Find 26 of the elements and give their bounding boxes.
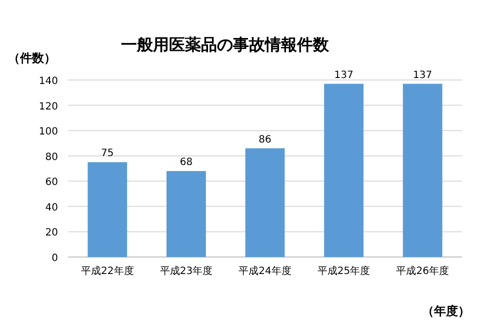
x-tick-label: 平成23年度	[160, 265, 213, 277]
x-tick-label: 平成24年度	[238, 265, 292, 277]
y-tick-label: 100	[38, 126, 58, 138]
y-tick-label: 60	[45, 177, 58, 188]
data-label: 86	[258, 134, 272, 146]
x-tick-label: 平成26年度	[396, 265, 449, 277]
data-label: 68	[180, 157, 193, 168]
y-tick-label: 40	[45, 202, 58, 214]
chart-title: 一般用医薬品の事故情報件数	[121, 35, 330, 54]
y-tick-label: 20	[45, 228, 58, 239]
bar	[88, 162, 128, 257]
bar	[402, 84, 442, 257]
y-tick-label: 120	[38, 101, 58, 112]
data-label: 75	[101, 148, 114, 160]
data-label: 137	[334, 70, 354, 81]
bar	[166, 171, 206, 257]
y-tick-label: 0	[52, 253, 58, 264]
x-tick-label: 平成25年度	[317, 265, 370, 277]
bar	[245, 148, 285, 257]
x-tick-label: 平成22年度	[81, 265, 134, 277]
data-label: 137	[413, 70, 432, 81]
y-tick-label: 140	[38, 76, 58, 87]
x-axis-title: （年度）	[422, 304, 470, 318]
bar	[324, 84, 364, 257]
y-tick-label: 80	[45, 152, 58, 163]
y-axis-title: （件数）	[8, 51, 56, 65]
